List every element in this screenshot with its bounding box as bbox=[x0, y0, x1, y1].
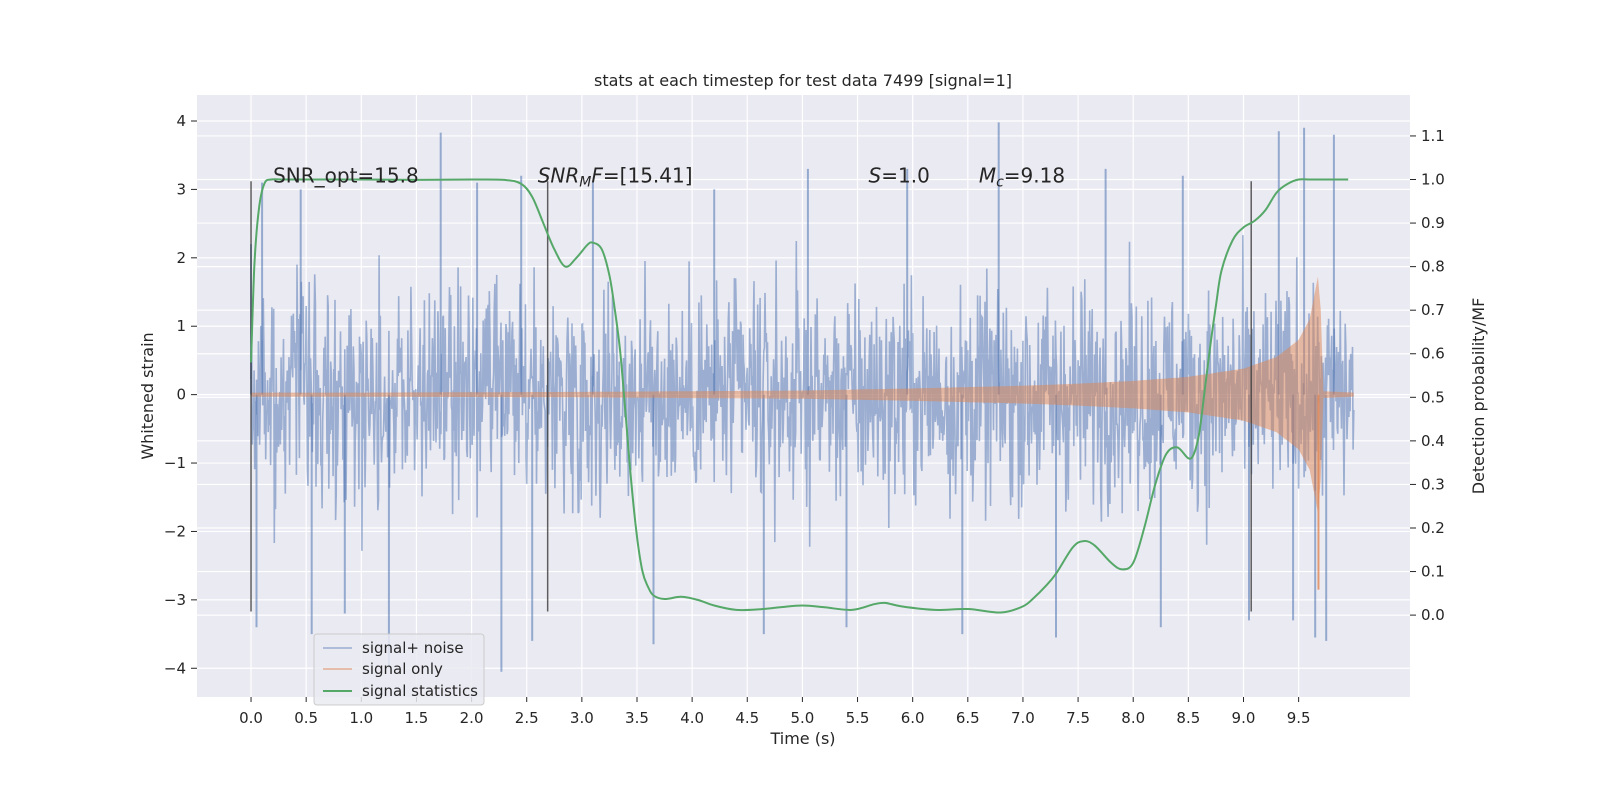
signal-only-envelope bbox=[251, 276, 1354, 513]
x-tick-label: 0.5 bbox=[294, 709, 318, 727]
x-tick-label: 6.5 bbox=[956, 709, 980, 727]
legend-label-signal-statistics: signal statistics bbox=[362, 682, 478, 700]
y2-tick-label: 1.0 bbox=[1421, 171, 1445, 189]
annotation-snr-mf: SNRMF=[15.41] bbox=[538, 164, 693, 191]
tick-labels: 0.0 0.5 1.0 1.5 2.0 2.5 3.0 3.5 4.0 4.5 5.0 5.5 6.0 6… bbox=[164, 112, 1445, 727]
y2-tick-label: 0.1 bbox=[1421, 563, 1445, 581]
y-axis-label: Whitened strain bbox=[138, 332, 157, 459]
y2-tick-label: 0.6 bbox=[1421, 345, 1445, 363]
x-tick-label: 7.5 bbox=[1066, 709, 1090, 727]
y2-tick-label: 0.7 bbox=[1421, 301, 1445, 319]
chart-title: stats at each timestep for test data 749… bbox=[594, 71, 1012, 90]
x-tick-label: 9.5 bbox=[1287, 709, 1311, 727]
x-tick-label: 0.0 bbox=[239, 709, 263, 727]
y2-tick-label: 0.4 bbox=[1421, 432, 1445, 450]
legend-box bbox=[313, 633, 485, 706]
x-tick-label: 3.5 bbox=[625, 709, 649, 727]
y-tick-label: 4 bbox=[176, 112, 186, 130]
y2-tick-label: 0.0 bbox=[1421, 606, 1445, 624]
x-tick-label: 6.0 bbox=[901, 709, 925, 727]
series-signal-statistics bbox=[250, 178, 1349, 614]
y2-tick-label: 0.5 bbox=[1421, 388, 1445, 406]
y2-tick-label: 0.8 bbox=[1421, 258, 1445, 276]
vertical-markers bbox=[250, 181, 1252, 612]
y-tick-label: 2 bbox=[176, 249, 186, 267]
y-tick-label: −4 bbox=[164, 659, 186, 677]
y-tick-label: 1 bbox=[176, 317, 186, 335]
y2-tick-label: 0.2 bbox=[1421, 519, 1445, 537]
x-tick-label: 5.5 bbox=[846, 709, 870, 727]
annotation-snr-opt: SNR_opt=15.8 bbox=[273, 164, 419, 188]
y-tick-label: −1 bbox=[164, 454, 186, 472]
x-tick-label: 2.0 bbox=[460, 709, 484, 727]
legend-label-signal-only: signal only bbox=[362, 660, 443, 678]
legend: signal+ noise signal only signal statist… bbox=[313, 633, 485, 706]
y2-tick-label: 0.3 bbox=[1421, 475, 1445, 493]
x-tick-label: 5.0 bbox=[790, 709, 814, 727]
x-tick-label: 7.0 bbox=[1011, 709, 1035, 727]
legend-label-signal-plus-noise: signal+ noise bbox=[362, 639, 464, 657]
x-tick-label: 4.0 bbox=[680, 709, 704, 727]
y2-tick-label: 1.1 bbox=[1421, 127, 1445, 145]
x-tick-label: 2.5 bbox=[515, 709, 539, 727]
series-signal-only bbox=[251, 276, 1354, 590]
annotations: SNR_opt=15.8 SNRMF=[15.41] S=1.0 Mc=9.18 bbox=[273, 164, 1065, 191]
annotation-chirp-mass: Mc=9.18 bbox=[979, 164, 1065, 191]
x-tick-label: 8.5 bbox=[1176, 709, 1200, 727]
x-axis-label: Time (s) bbox=[769, 729, 835, 748]
y2-tick-label: 0.9 bbox=[1421, 214, 1445, 232]
x-tick-label: 3.0 bbox=[570, 709, 594, 727]
x-tick-label: 9.0 bbox=[1232, 709, 1256, 727]
y-tick-label: −2 bbox=[164, 522, 186, 540]
y2-axis-label: Detection probability/MF bbox=[1469, 298, 1488, 495]
x-tick-label: 8.0 bbox=[1121, 709, 1145, 727]
y-tick-label: 3 bbox=[176, 180, 186, 198]
annotation-s-stat: S=1.0 bbox=[869, 164, 930, 188]
x-tick-label: 1.0 bbox=[349, 709, 373, 727]
x-tick-label: 4.5 bbox=[735, 709, 759, 727]
y-tick-label: −3 bbox=[164, 591, 186, 609]
y-tick-label: 0 bbox=[176, 386, 186, 404]
x-tick-label: 1.5 bbox=[405, 709, 429, 727]
signal-statistics-line bbox=[250, 178, 1349, 614]
